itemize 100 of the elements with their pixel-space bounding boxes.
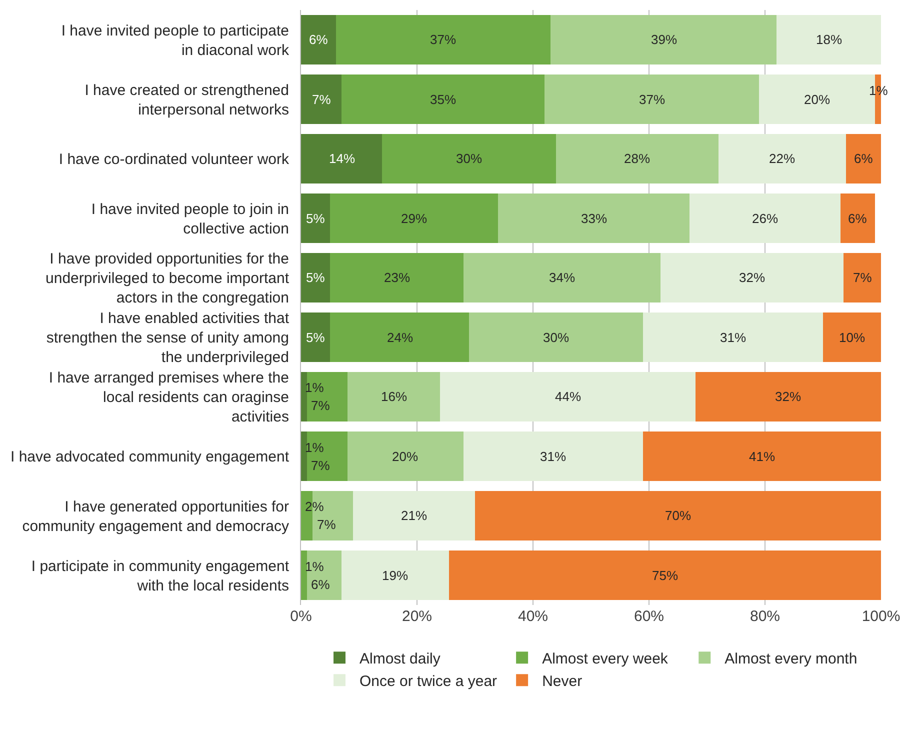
bar <box>301 193 330 244</box>
bar <box>448 550 881 600</box>
legend-label: Never <box>542 673 582 690</box>
bar <box>301 134 382 184</box>
y-tick-label: I have created or strengthened interpersonal networks <box>84 82 289 118</box>
data-label: 31% <box>540 449 566 464</box>
bar <box>342 550 449 600</box>
x-tick-label: 60% <box>634 608 664 625</box>
data-label: 5% <box>306 270 326 285</box>
bar <box>643 431 881 482</box>
legend-label: Once or twice a year <box>360 673 498 690</box>
data-label: 39% <box>651 32 678 47</box>
data-label: 7% <box>853 270 872 285</box>
data-label: 7% <box>312 92 332 107</box>
data-label: 28% <box>624 151 650 166</box>
x-tick-label: 20% <box>402 608 432 625</box>
bar <box>301 431 307 482</box>
bar <box>469 312 644 362</box>
data-label: 22% <box>769 151 796 166</box>
data-label: 33% <box>581 211 608 226</box>
bar <box>556 134 719 184</box>
bar <box>330 252 464 303</box>
bar <box>347 372 440 422</box>
data-label: 30% <box>456 151 482 166</box>
bar <box>342 74 545 124</box>
data-label: 7% <box>311 458 330 473</box>
data-label: 7% <box>317 517 336 532</box>
bar <box>301 14 336 65</box>
bar <box>643 312 823 362</box>
data-label: 16% <box>381 389 408 404</box>
bar <box>843 252 881 303</box>
data-label: 29% <box>401 211 428 226</box>
data-label: 30% <box>543 330 570 345</box>
data-label: 1% <box>305 380 324 395</box>
bar <box>336 14 550 65</box>
data-label: 21% <box>401 508 428 523</box>
bar <box>544 74 760 124</box>
bar <box>301 550 307 600</box>
bar <box>382 134 556 184</box>
y-tick-label: I have advocated community engagement <box>10 448 290 466</box>
data-label: 24% <box>387 330 414 345</box>
data-label: 1% <box>305 440 324 455</box>
bar <box>330 312 470 362</box>
bar <box>840 193 876 244</box>
bar <box>475 490 881 541</box>
data-label: 32% <box>739 270 766 285</box>
data-label: 75% <box>652 568 678 583</box>
x-tick-label: 40% <box>518 608 548 625</box>
y-tick-label: I have generated opportunities for community engagement and democracy <box>22 498 290 535</box>
legend-label: Almost every month <box>724 650 858 668</box>
y-tick-label: I participate in community engagement with the local residents <box>31 558 290 594</box>
bar <box>306 372 348 422</box>
data-label: 5% <box>306 211 326 226</box>
bar <box>463 252 661 303</box>
data-label: 14% <box>329 151 356 166</box>
data-label: 41% <box>749 449 776 464</box>
x-tick-label: 100% <box>862 608 900 625</box>
bar <box>463 431 644 482</box>
data-label: 6% <box>854 151 874 166</box>
data-label: 70% <box>665 508 692 523</box>
y-tick-label: I have provided opportunities for the underprivileged to become important actors in the congregation <box>46 250 290 306</box>
data-label: 20% <box>392 449 418 464</box>
bar <box>301 372 307 422</box>
data-label: 23% <box>384 270 410 285</box>
x-tick-label: 0% <box>290 608 312 625</box>
data-label: 5% <box>306 330 326 345</box>
x-tick-label: 80% <box>750 608 780 625</box>
data-label: 6% <box>309 32 328 47</box>
data-label: 7% <box>311 398 330 413</box>
bar <box>330 193 498 244</box>
data-label: 6% <box>311 577 330 592</box>
bar <box>353 490 475 541</box>
bar <box>301 312 330 362</box>
data-label: 20% <box>804 92 830 107</box>
bar <box>301 252 330 303</box>
data-label: 44% <box>555 389 582 404</box>
bar <box>301 74 342 124</box>
data-label: 31% <box>720 330 746 345</box>
bar <box>718 134 846 184</box>
bar <box>695 372 881 422</box>
bar <box>660 252 844 303</box>
legend-label: Almost every week <box>542 650 668 668</box>
data-label: 10% <box>839 330 866 345</box>
data-label: 37% <box>430 32 456 47</box>
bar <box>776 14 881 65</box>
y-tick-label: I have arranged premises where the local residents can oraginse activities <box>48 370 289 426</box>
bar <box>823 312 881 362</box>
y-tick-label: I have invited people to participate in diaconal work <box>61 22 290 59</box>
data-label: 34% <box>549 270 576 285</box>
bar <box>498 193 690 244</box>
bar <box>846 134 881 184</box>
bar <box>306 431 348 482</box>
data-label: 6% <box>848 211 868 226</box>
y-tick-label: I have enabled activities that strengthen the sense of unity among the underprivileged <box>46 310 290 366</box>
bar <box>690 193 840 244</box>
bar <box>347 431 464 482</box>
bar <box>440 372 696 422</box>
data-label: 2% <box>305 499 324 514</box>
data-label: 18% <box>816 32 842 47</box>
bar <box>550 14 777 65</box>
